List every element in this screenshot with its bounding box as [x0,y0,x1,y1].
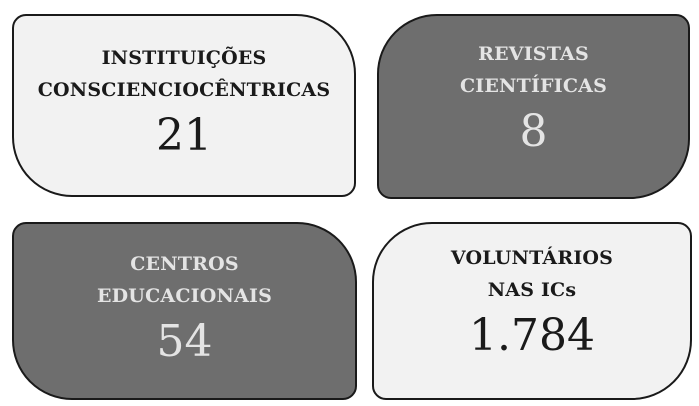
card-label: INSTITUIÇÕES [101,47,267,69]
card-label: VOLUNTÁRIOS [450,247,614,269]
card-label: CIENTÍFICAS [459,75,608,97]
card-label: CONSCIENCIOCÊNTRICAS [37,79,331,101]
card-label: NAS ICs [487,279,577,301]
card-value: 54 [156,316,213,367]
card-label: CENTROS [130,253,239,275]
card-value: 8 [519,106,548,157]
card: INSTITUIÇÕES CONSCIENCIOCÊNTRICAS 21 [12,14,356,197]
card-value: 21 [156,110,212,161]
card: REVISTAS CIENTÍFICAS 8 [377,14,690,199]
card-label: REVISTAS [478,43,589,65]
card-value: 1.784 [469,310,595,361]
card-label: EDUCACIONAIS [96,285,273,307]
card: VOLUNTÁRIOS NAS ICs 1.784 [372,222,692,400]
card: CENTROS EDUCACIONAIS 54 [12,222,357,400]
